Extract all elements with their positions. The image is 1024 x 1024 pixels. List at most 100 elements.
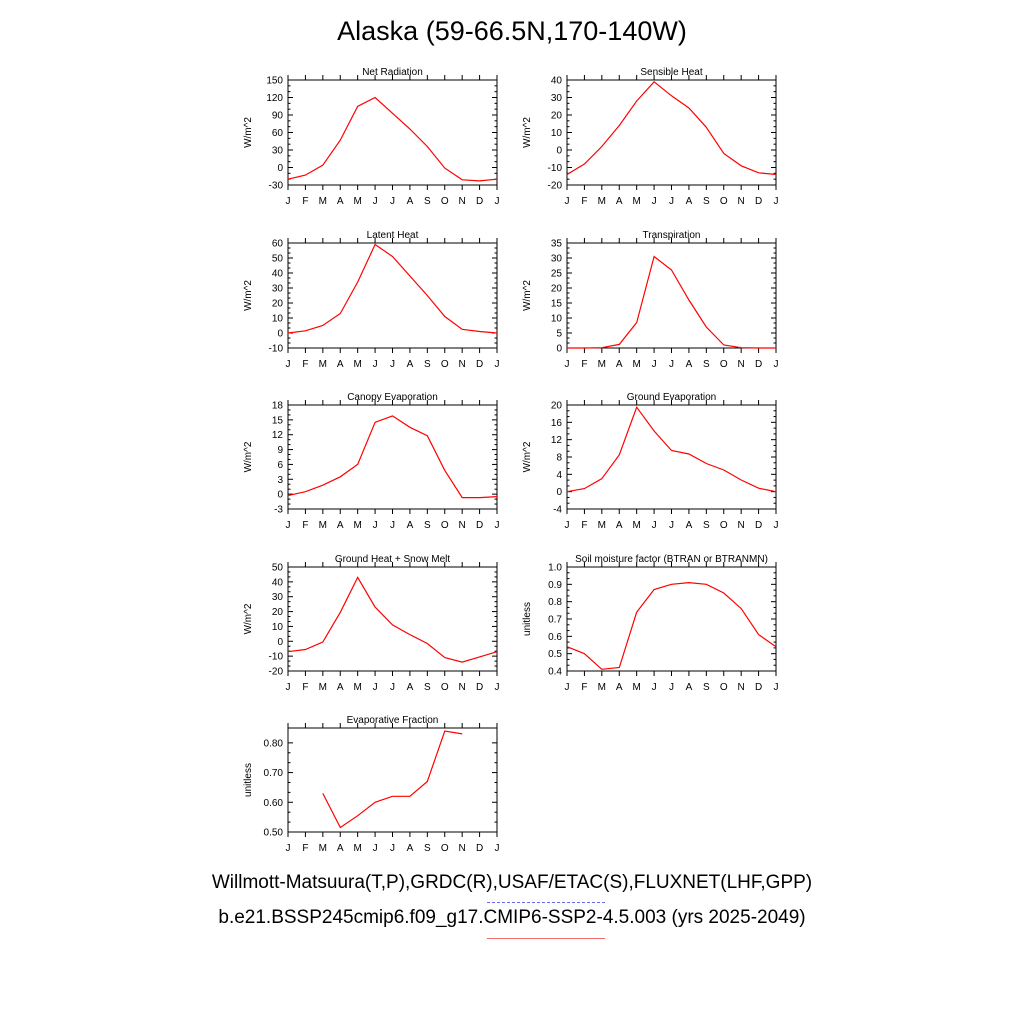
observations-source-label: Willmott-Matsuura(T,P),GRDC(R),USAF/ETAC…	[211, 872, 813, 893]
x-tick-label: F	[581, 682, 587, 693]
y-tick-label: -10	[269, 652, 284, 663]
series-line	[287, 243, 498, 334]
x-tick-label: A	[407, 359, 414, 370]
x-tick-label: J	[286, 196, 291, 207]
y-tick-label: 150	[266, 76, 283, 87]
y-tick-label: 4	[556, 470, 562, 481]
x-tick-label: A	[686, 682, 693, 693]
y-tick-label: 0.70	[264, 768, 284, 779]
y-tick-label: 20	[551, 401, 563, 412]
x-tick-label: J	[495, 520, 500, 531]
x-tick-label: A	[337, 843, 344, 854]
x-tick-label: A	[337, 359, 344, 370]
x-tick-label: N	[738, 520, 745, 531]
x-tick-label: M	[319, 843, 327, 854]
x-tick-label: J	[774, 682, 779, 693]
y-tick-label: 1.0	[548, 563, 562, 574]
y-tick-label: 5	[556, 329, 562, 340]
x-tick-label: A	[616, 682, 623, 693]
x-tick-label: D	[755, 359, 762, 370]
y-axis-label: W/m^2	[522, 117, 533, 148]
x-tick-label: M	[632, 682, 640, 693]
panel-title: Ground Evaporation	[627, 392, 717, 403]
x-tick-label: J	[495, 359, 500, 370]
x-tick-label: N	[459, 682, 466, 693]
x-tick-label: A	[686, 520, 693, 531]
plot-frame	[287, 242, 498, 349]
x-tick-label: J	[390, 520, 395, 531]
y-tick-label: 10	[272, 314, 284, 325]
x-tick-label: J	[774, 196, 779, 207]
x-tick-label: M	[319, 359, 327, 370]
y-tick-label: 20	[272, 607, 284, 618]
x-tick-label: J	[286, 520, 291, 531]
x-tick-label: M	[353, 682, 361, 693]
y-tick-label: 10	[551, 128, 563, 139]
panel-title: Transpiration	[643, 230, 701, 241]
x-tick-label: O	[720, 196, 728, 207]
y-tick-label: 18	[272, 401, 284, 412]
x-tick-label: J	[565, 359, 570, 370]
x-tick-label: S	[424, 843, 431, 854]
x-tick-label: S	[424, 196, 431, 207]
x-tick-label: F	[302, 843, 308, 854]
plot-frame	[287, 727, 498, 833]
x-tick-label: J	[669, 682, 674, 693]
x-tick-label: M	[632, 196, 640, 207]
y-tick-label: 30	[551, 254, 563, 265]
x-tick-label: D	[755, 520, 762, 531]
x-tick-label: M	[353, 359, 361, 370]
x-tick-label: F	[302, 682, 308, 693]
y-tick-label: 35	[551, 239, 563, 250]
figure-title: Alaska (59-66.5N,170-140W)	[337, 16, 687, 46]
x-tick-label: M	[319, 196, 327, 207]
panel-title: Soil moisture factor (BTRAN or BTRANMN)	[575, 554, 768, 565]
x-tick-label: J	[390, 359, 395, 370]
chart-panel-7: Ground Heat + Snow Melt W/m^2 -20 -10 0 10 20 3…	[243, 554, 500, 693]
y-tick-label: 0.7	[548, 615, 562, 626]
x-tick-label: D	[476, 520, 483, 531]
y-tick-label: 12	[551, 435, 563, 446]
x-tick-label: F	[581, 359, 587, 370]
x-tick-label: F	[302, 196, 308, 207]
x-tick-label: D	[476, 196, 483, 207]
x-tick-label: A	[407, 682, 414, 693]
x-tick-label: J	[286, 843, 291, 854]
x-tick-label: N	[459, 359, 466, 370]
series-line	[566, 405, 777, 493]
x-tick-label: A	[686, 359, 693, 370]
y-tick-label: 0.9	[548, 580, 562, 591]
x-tick-label: O	[441, 196, 449, 207]
y-tick-label: 3	[277, 475, 283, 486]
x-tick-label: J	[286, 359, 291, 370]
x-tick-label: S	[703, 196, 710, 207]
x-tick-label: J	[669, 520, 674, 531]
y-tick-label: 0.60	[264, 798, 284, 809]
y-axis-label: W/m^2	[243, 280, 254, 311]
x-tick-label: J	[565, 196, 570, 207]
y-tick-label: 10	[272, 622, 284, 633]
x-tick-label: J	[652, 520, 657, 531]
y-axis-label: W/m^2	[243, 441, 254, 472]
x-tick-label: N	[738, 196, 745, 207]
x-tick-label: M	[598, 520, 606, 531]
y-tick-label: 0	[556, 487, 562, 498]
x-tick-label: S	[703, 520, 710, 531]
x-tick-label: J	[373, 843, 378, 854]
series-line	[287, 576, 498, 663]
model-case-label: b.e21.BSSP245cmip6.f09_g17.CMIP6-SSP2-4.…	[218, 907, 806, 928]
x-tick-label: O	[441, 843, 449, 854]
y-tick-label: 0.5	[548, 649, 562, 660]
x-tick-label: J	[669, 196, 674, 207]
y-tick-label: 60	[272, 239, 284, 250]
x-tick-label: A	[337, 196, 344, 207]
x-tick-label: J	[652, 359, 657, 370]
x-tick-label: D	[476, 359, 483, 370]
x-tick-label: J	[495, 843, 500, 854]
x-tick-label: S	[703, 359, 710, 370]
